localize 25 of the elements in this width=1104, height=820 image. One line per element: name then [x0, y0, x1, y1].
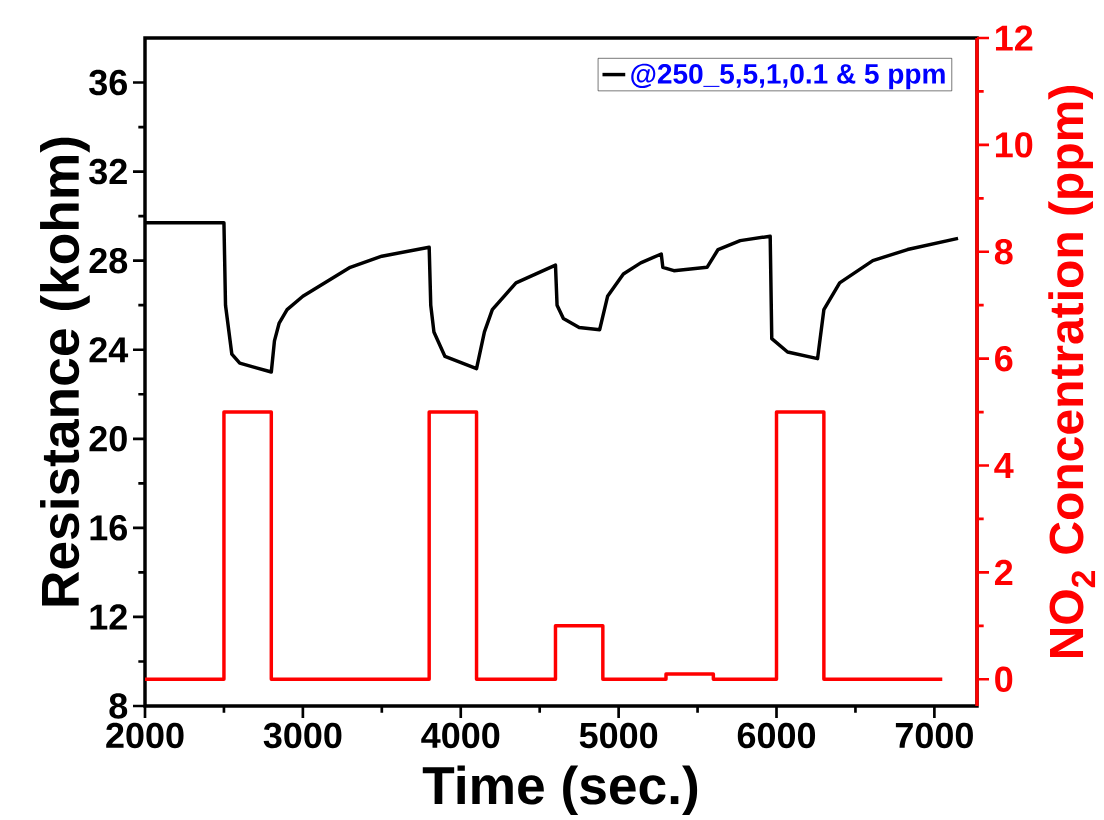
x-axis-title: Time (sec.) — [422, 765, 698, 816]
y2-tick-label: 10 — [995, 132, 1033, 158]
x-tick-label: 2000 — [106, 722, 184, 749]
y-tick-label: 32 — [89, 159, 127, 185]
y2-tick-label: 4 — [994, 453, 1014, 479]
y2-tick-label: 0 — [995, 666, 1013, 693]
y2-tick-label: 12 — [995, 25, 1033, 51]
x-tick-label: 7000 — [895, 722, 973, 749]
legend-label: @250_5,5,1,0.1 & 5 ppm — [631, 63, 945, 90]
x-tick-label: 4000 — [421, 722, 500, 749]
y-tick-label: 28 — [89, 248, 128, 274]
y-tick-label: 12 — [90, 604, 127, 630]
y2-axis-title: NO$_{2}$ Concentration (ppm) — [1048, 86, 1096, 658]
y2-tick-label: 6 — [995, 346, 1013, 372]
x-tick-label: 5000 — [579, 722, 658, 749]
x-tick-label: 6000 — [737, 722, 816, 749]
y-tick-label: 36 — [89, 69, 127, 96]
y-axis-title: Resistance (kohm) — [40, 137, 90, 606]
y2-tick-label: 8 — [994, 239, 1013, 265]
y2-tick-label: 2 — [994, 560, 1013, 586]
y-tick-label: 20 — [89, 426, 127, 452]
y-tick-label: 16 — [90, 515, 127, 541]
y-tick-label: 8 — [109, 693, 128, 719]
y-tick-label: 24 — [89, 337, 129, 363]
x-tick-label: 3000 — [263, 722, 342, 749]
